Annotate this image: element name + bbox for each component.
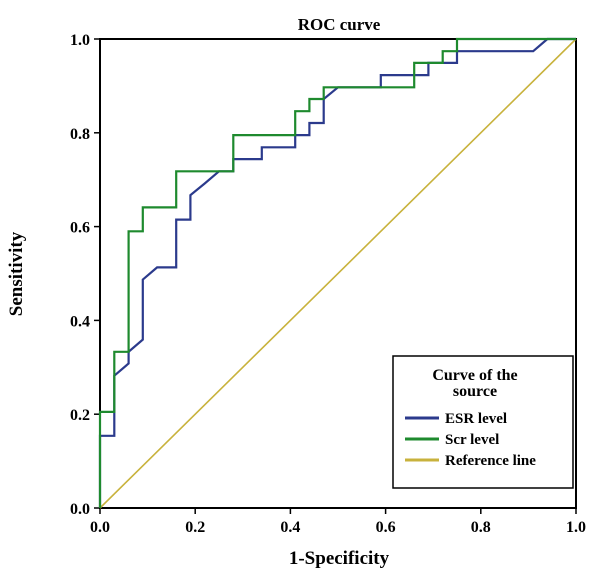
plot-frame [99,38,577,509]
x-tick-label: 0.8 [471,519,491,536]
x-tick-label: 0.0 [90,519,110,536]
legend-label-esr-level: ESR level [445,411,507,427]
y-tick-label: 0.2 [70,407,90,424]
y-tick-label: 0.4 [70,313,90,330]
x-tick-label: 0.6 [376,519,396,536]
legend-items: ESR level Scr level Reference line [405,411,536,469]
y-tick-label: 0.8 [70,126,90,143]
x-tick-label: 0.4 [280,519,300,536]
x-tick-label: 0.2 [185,519,205,536]
y-tick-label: 1.0 [70,32,90,49]
legend-label-scr-level: Scr level [445,432,499,448]
legend-title-line2: source [453,383,497,400]
x-axis-label: 1-Specificity [289,548,390,569]
axes: 0.0 0.2 0.4 0.6 0.8 1.0 0.0 0.2 0.4 0.6 0.8 1.0 [70,32,586,536]
y-tick-label: 0.0 [70,501,90,518]
chart-title: ROC curve [298,15,381,34]
series-scr-level-line [98,37,576,508]
x-tick-label: 1.0 [566,519,586,536]
legend-title-line1: Curve of the [432,367,517,384]
y-axis-label: Sensitivity [6,231,27,316]
legend-box [392,355,574,489]
series-layer [98,37,577,509]
legend-label-reference-line: Reference line [445,453,536,469]
y-tick-label: 0.6 [70,220,90,237]
series-reference-line-line [99,38,577,509]
legend: Curve of the source ESR level Scr level Re… [392,355,574,489]
